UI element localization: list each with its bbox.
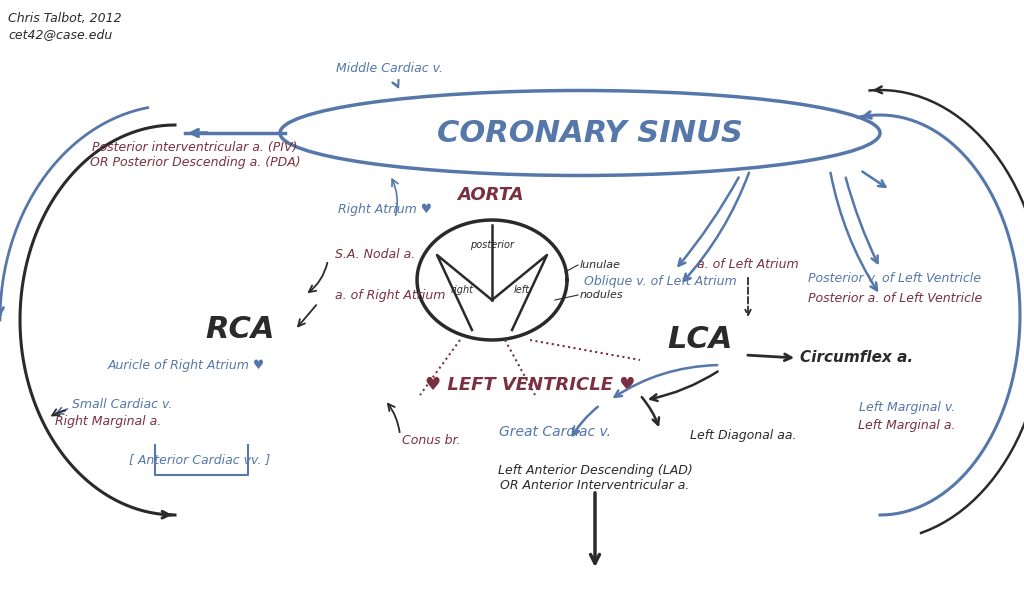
Text: Posterior a. of Left Ventricle: Posterior a. of Left Ventricle [808,291,982,305]
Text: [ Anterior Cardiac vv. ]: [ Anterior Cardiac vv. ] [129,454,270,466]
Text: Oblique v. of Left Atrium: Oblique v. of Left Atrium [584,275,736,289]
Text: Great Cardiac v.: Great Cardiac v. [499,425,611,439]
Text: ♥ LEFT VENTRICLE ♥: ♥ LEFT VENTRICLE ♥ [425,376,635,394]
Text: cet42@case.edu: cet42@case.edu [8,28,113,41]
Text: Conus br.: Conus br. [402,434,461,446]
Text: Small Cardiac v.: Small Cardiac v. [72,398,172,412]
Text: Middle Cardiac v.: Middle Cardiac v. [337,61,443,75]
Text: AORTA: AORTA [457,186,523,204]
Text: nodules: nodules [580,290,624,300]
Text: Auricle of Right Atrium ♥: Auricle of Right Atrium ♥ [108,359,265,371]
Ellipse shape [280,91,880,176]
Text: RCA: RCA [205,316,274,345]
Text: Right Atrium ♥: Right Atrium ♥ [338,204,432,216]
Text: Circumflex a.: Circumflex a. [800,350,913,365]
Text: right: right [451,285,473,295]
Text: CORONARY SINUS: CORONARY SINUS [437,119,743,148]
Text: Left Marginal v.: Left Marginal v. [859,401,955,415]
Text: a. of Left Atrium: a. of Left Atrium [697,258,799,272]
Text: Posterior v. of Left Ventricle: Posterior v. of Left Ventricle [809,272,981,285]
Text: Left Anterior Descending (LAD)
OR Anterior Interventricular a.: Left Anterior Descending (LAD) OR Anteri… [498,464,692,492]
Text: Posterior interventricular a. (PIV)
OR Posterior Descending a. (PDA): Posterior interventricular a. (PIV) OR P… [90,141,300,169]
Text: LCA: LCA [668,325,733,354]
Text: Left Marginal a.: Left Marginal a. [857,420,955,432]
Text: Left Diagonal aa.: Left Diagonal aa. [690,429,797,441]
Text: left: left [514,285,530,295]
Text: lunulae: lunulae [580,260,621,270]
Text: a. of Right Atrium: a. of Right Atrium [335,289,445,302]
Text: posterior: posterior [470,240,514,250]
Text: Chris Talbot, 2012: Chris Talbot, 2012 [8,12,122,25]
Text: Right Marginal a.: Right Marginal a. [55,415,161,429]
Text: S.A. Nodal a.: S.A. Nodal a. [335,249,416,261]
